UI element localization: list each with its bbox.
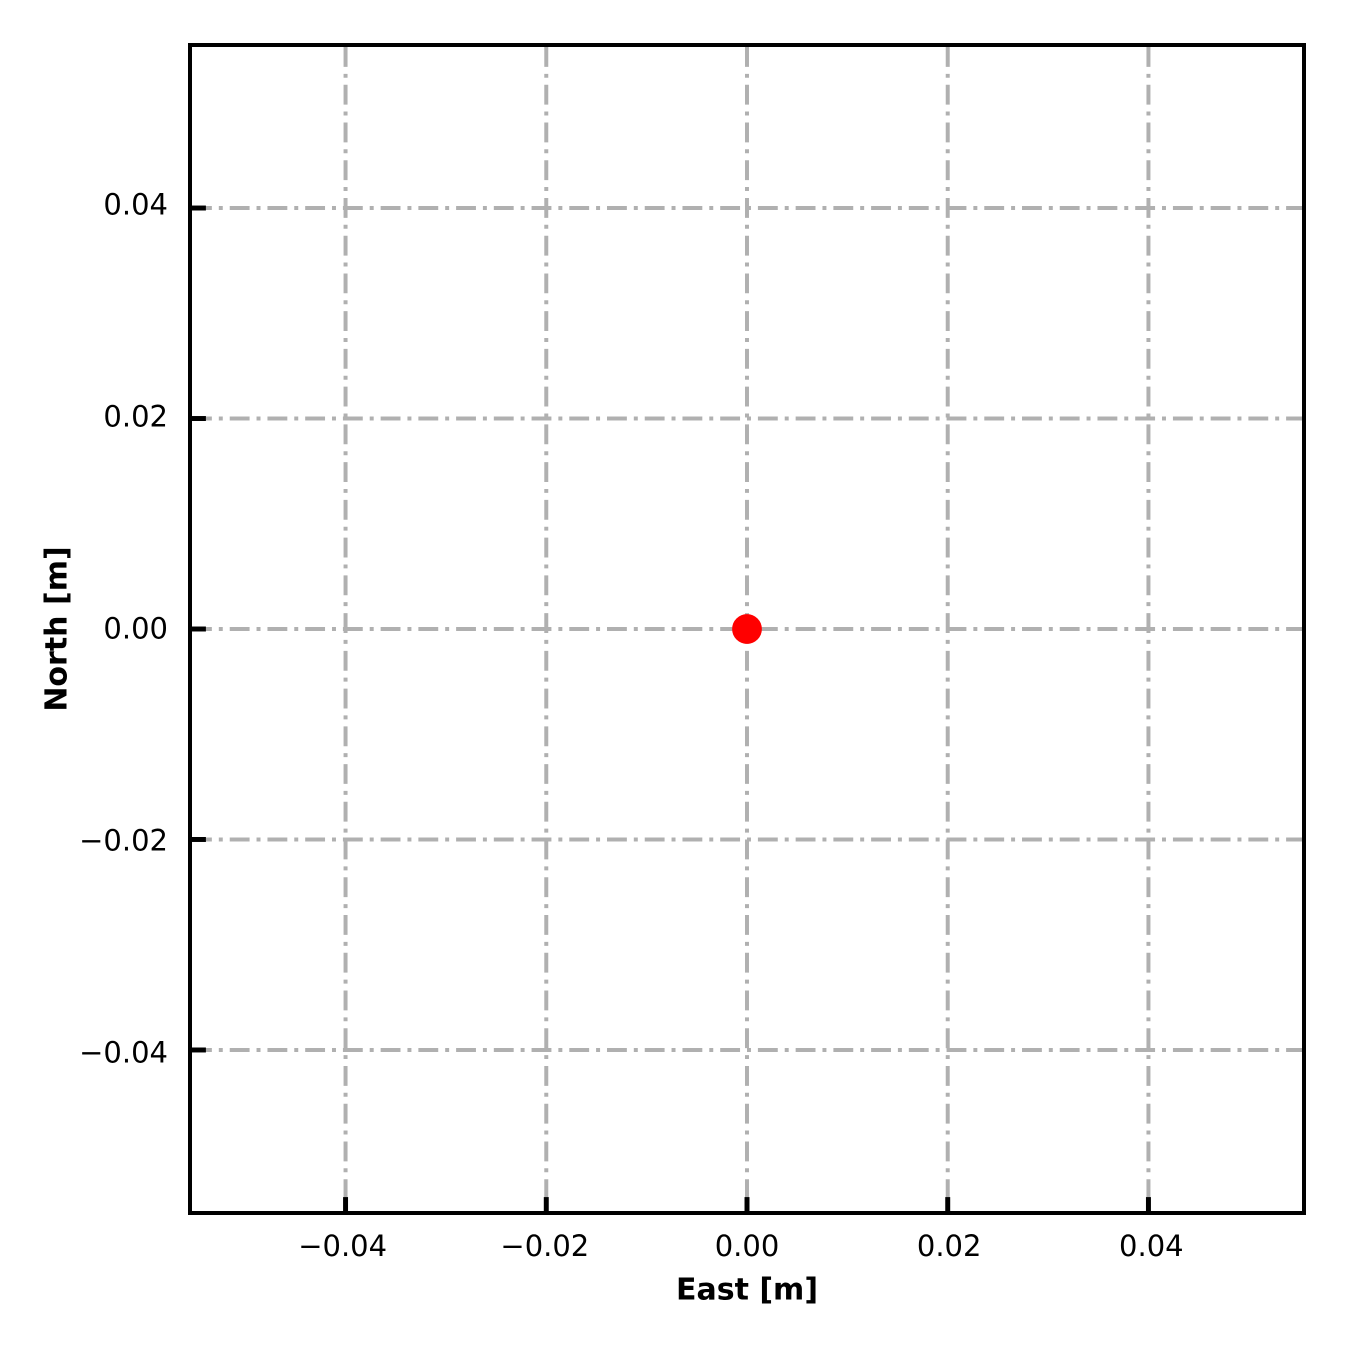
y-axis-label: North [m] xyxy=(39,546,75,712)
y-axis-tick-label: 0.00 xyxy=(103,611,168,646)
plot-axes-area xyxy=(188,43,1306,1215)
x-axis-tick-label: 0.04 xyxy=(1119,1229,1184,1263)
tickmarks-group xyxy=(192,205,1151,1211)
scatter-point[interactable] xyxy=(732,614,762,644)
y-axis-tick-label: −0.02 xyxy=(79,823,168,858)
y-axis-tick-label: 0.04 xyxy=(103,187,168,222)
y-axis-tick-label: −0.04 xyxy=(79,1035,168,1070)
y-axis-tick-label: 0.02 xyxy=(103,399,168,434)
data-points-group xyxy=(732,614,762,644)
x-axis-tick-label: −0.04 xyxy=(298,1229,388,1263)
x-axis-label: East [m] xyxy=(675,1272,819,1308)
x-axis-tick-label: 0.02 xyxy=(916,1229,982,1263)
x-axis-tick-label: −0.02 xyxy=(500,1229,590,1263)
plot-svg xyxy=(192,47,1302,1211)
gridlines-group xyxy=(192,47,1302,1211)
x-axis-tick-label: 0.00 xyxy=(714,1229,780,1263)
